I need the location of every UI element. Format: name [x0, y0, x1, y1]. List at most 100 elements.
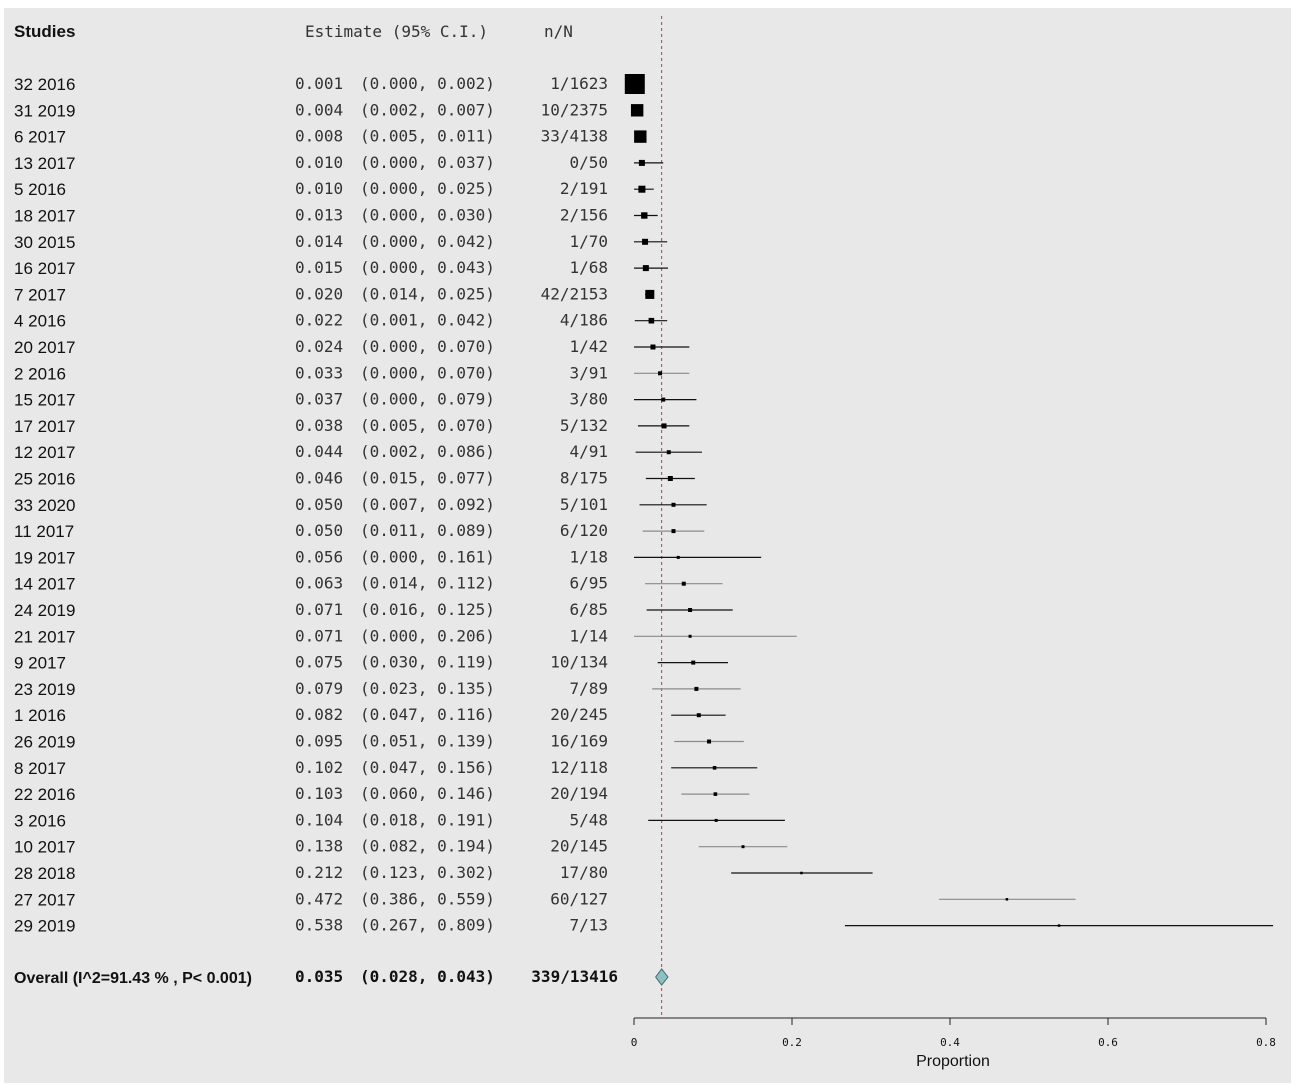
study-estimate: 0.022 [295, 311, 343, 330]
x-tick-label: 0 [631, 1036, 638, 1049]
study-label: 27 2017 [14, 890, 75, 909]
estimate-box [713, 792, 718, 796]
study-row: 27 2017 0.472 (0.386, 0.559) 60/127 [14, 889, 1076, 909]
study-label: 11 2017 [14, 522, 74, 541]
study-estimate: 0.071 [295, 600, 343, 619]
estimate-box [707, 739, 712, 744]
estimate-box [661, 423, 667, 429]
study-estimate: 0.008 [295, 127, 343, 146]
study-label: 30 2015 [14, 233, 75, 252]
study-row: 8 2017 0.102 (0.047, 0.156) 12/118 [14, 758, 758, 778]
study-row: 7 2017 0.020 (0.014, 0.025) 42/2153 [14, 284, 655, 304]
study-row: 23 2019 0.079 (0.023, 0.135) 7/89 [14, 679, 741, 699]
study-label: 20 2017 [14, 338, 75, 357]
study-row: 6 2017 0.008 (0.005, 0.011) 33/4138 [14, 127, 647, 147]
estimate-box [1005, 898, 1009, 901]
study-ci: (0.000, 0.206) [360, 626, 495, 645]
study-ci: (0.386, 0.559) [360, 889, 495, 908]
estimate-box [645, 289, 655, 299]
study-nn: 6/120 [560, 521, 608, 540]
study-estimate: 0.038 [295, 416, 343, 435]
study-ci: (0.082, 0.194) [360, 837, 495, 856]
x-tick-label: 0.4 [940, 1036, 960, 1049]
study-nn: 7/89 [569, 679, 608, 698]
study-nn: 16/169 [550, 732, 608, 751]
estimate-box [691, 660, 696, 665]
study-label: 24 2019 [14, 601, 75, 620]
study-ci: (0.002, 0.086) [360, 442, 495, 461]
study-estimate: 0.033 [295, 363, 343, 382]
study-estimate: 0.015 [295, 258, 343, 277]
study-label: 19 2017 [14, 548, 75, 567]
study-row: 31 2019 0.004 (0.002, 0.007) 10/2375 [14, 100, 644, 120]
study-ci: (0.023, 0.135) [360, 679, 495, 698]
study-nn: 3/80 [569, 390, 608, 409]
study-estimate: 0.046 [295, 469, 343, 488]
study-nn: 8/175 [560, 469, 608, 488]
estimate-box [642, 238, 649, 245]
study-label: 16 2017 [14, 259, 75, 278]
study-nn: 1/14 [569, 626, 608, 645]
x-tick-label: 0.8 [1256, 1036, 1276, 1049]
estimate-box [642, 265, 649, 272]
study-ci: (0.011, 0.089) [360, 521, 495, 540]
estimate-box [638, 159, 645, 166]
study-nn: 7/13 [569, 916, 608, 935]
study-estimate: 0.138 [295, 837, 343, 856]
study-row: 17 2017 0.038 (0.005, 0.070) 5/132 [14, 416, 690, 436]
study-ci: (0.007, 0.092) [360, 495, 495, 514]
study-ci: (0.014, 0.025) [360, 284, 495, 303]
study-row: 3 2016 0.104 (0.018, 0.191) 5/48 [14, 810, 785, 830]
study-nn: 4/186 [560, 311, 608, 330]
estimate-box [681, 581, 686, 586]
study-ci: (0.051, 0.139) [360, 732, 495, 751]
study-label: 26 2019 [14, 733, 75, 752]
study-nn: 1/70 [569, 232, 608, 251]
study-estimate: 0.014 [295, 232, 343, 251]
study-label: 25 2016 [14, 470, 75, 489]
study-ci: (0.000, 0.002) [360, 74, 495, 93]
study-row: 32 2016 0.001 (0.000, 0.002) 1/1623 [14, 74, 645, 94]
study-label: 31 2019 [14, 101, 75, 120]
study-label: 28 2018 [14, 864, 75, 883]
study-ci: (0.047, 0.156) [360, 758, 495, 777]
estimate-box [648, 317, 655, 324]
overall-nn: 339/13416 [531, 967, 618, 986]
overall-row: Overall (I^2=91.43 % , P< 0.001) 0.035 (0.… [14, 967, 669, 987]
study-label: 6 2017 [14, 128, 66, 147]
study-estimate: 0.050 [295, 495, 343, 514]
estimate-box [671, 529, 676, 534]
estimate-box [714, 818, 718, 822]
study-ci: (0.000, 0.037) [360, 153, 495, 172]
study-label: 29 2019 [14, 917, 75, 936]
study-label: 12 2017 [14, 443, 75, 462]
study-estimate: 0.050 [295, 521, 343, 540]
estimate-box [650, 344, 656, 350]
study-nn: 1/68 [569, 258, 608, 277]
study-rows: 32 2016 0.001 (0.000, 0.002) 1/1623 31 2019 0… [14, 74, 1274, 936]
study-ci: (0.000, 0.042) [360, 232, 495, 251]
study-estimate: 0.538 [295, 916, 343, 935]
study-label: 14 2017 [14, 575, 75, 594]
overall-diamond [655, 968, 669, 986]
study-nn: 5/48 [569, 810, 608, 829]
study-estimate: 0.079 [295, 679, 343, 698]
study-nn: 20/245 [550, 705, 608, 724]
estimate-box [634, 130, 647, 143]
estimate-box [741, 845, 745, 849]
study-nn: 6/95 [569, 574, 608, 593]
study-estimate: 0.056 [295, 547, 343, 566]
study-nn: 6/85 [569, 600, 608, 619]
study-ci: (0.060, 0.146) [360, 784, 495, 803]
study-estimate: 0.071 [295, 626, 343, 645]
study-estimate: 0.004 [295, 100, 343, 119]
study-label: 17 2017 [14, 417, 75, 436]
study-estimate: 0.024 [295, 337, 343, 356]
study-nn: 12/118 [550, 758, 608, 777]
study-ci: (0.047, 0.116) [360, 705, 495, 724]
study-nn: 5/101 [560, 495, 608, 514]
study-nn: 4/91 [569, 442, 608, 461]
study-ci: (0.000, 0.070) [360, 337, 495, 356]
estimate-box [624, 74, 645, 94]
